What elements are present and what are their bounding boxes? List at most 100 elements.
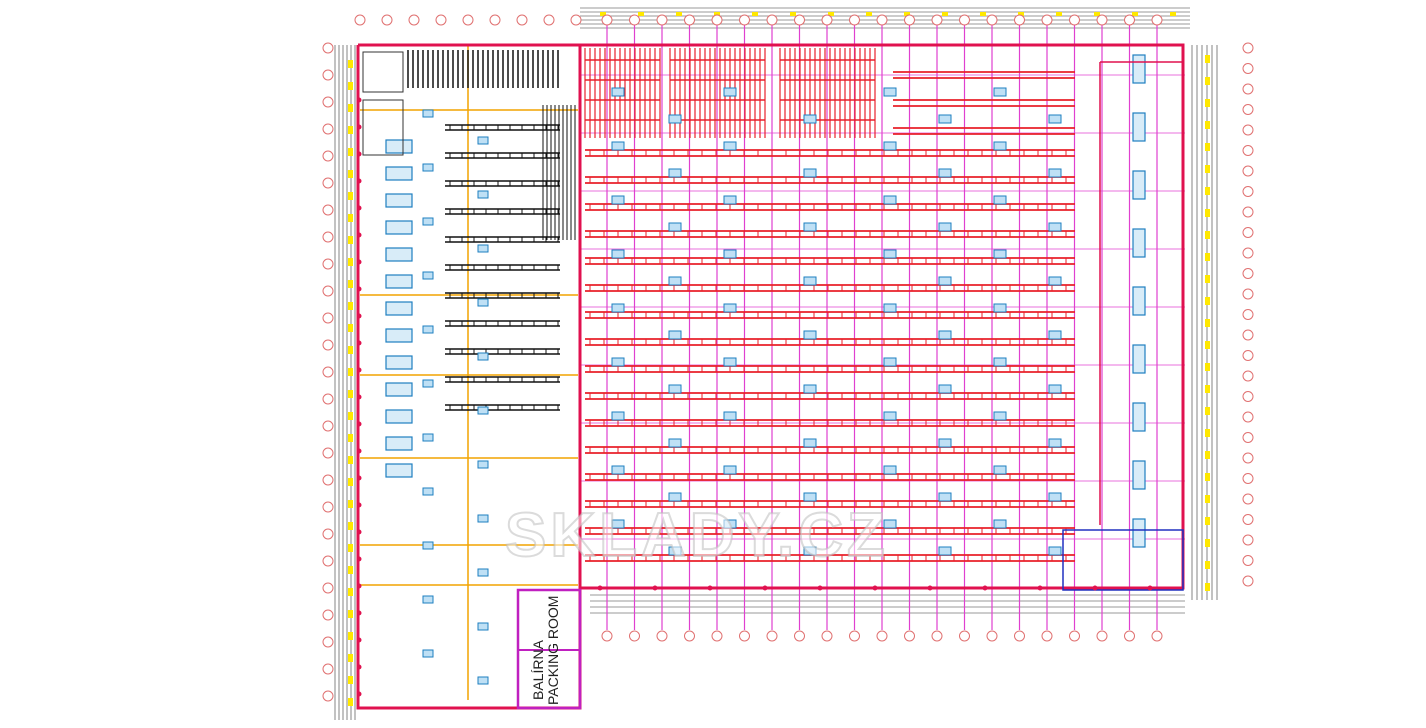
grid-axis-bubble xyxy=(322,663,334,675)
light-fixture-icon xyxy=(385,355,413,370)
grid-axis-bubble xyxy=(322,258,334,270)
highlight-mark xyxy=(1056,12,1062,16)
grid-axis-bubble xyxy=(1041,14,1053,26)
grid-axis-bubble xyxy=(821,630,833,642)
light-fixture-icon xyxy=(723,141,737,151)
light-fixture-icon xyxy=(803,330,817,340)
grid-axis-bubble xyxy=(322,231,334,243)
light-fixture-icon xyxy=(803,546,817,556)
grid-axis-bubble xyxy=(1242,83,1254,95)
grid-axis-bubble xyxy=(931,630,943,642)
light-fixture-icon xyxy=(668,222,682,232)
light-fixture-icon xyxy=(993,303,1007,313)
highlight-mark xyxy=(676,12,682,16)
light-fixture-icon xyxy=(1132,112,1146,142)
light-fixture-icon xyxy=(723,411,737,421)
grid-axis-bubble xyxy=(794,630,805,642)
light-fixture-icon xyxy=(938,276,952,286)
light-fixture-icon xyxy=(1132,286,1146,316)
grid-axis-bubble xyxy=(543,14,555,26)
light-fixture-icon xyxy=(385,166,413,181)
grid-axis-bubble xyxy=(322,339,334,351)
grid-axis-bubble xyxy=(322,393,334,405)
column xyxy=(356,691,362,697)
light-fixture-icon xyxy=(803,384,817,394)
highlight-mark xyxy=(1205,539,1210,547)
highlight-mark xyxy=(1205,77,1210,85)
grid-axis-bubble xyxy=(322,474,334,486)
grid-axis-bubble xyxy=(931,14,943,26)
light-fixture-icon xyxy=(385,382,413,397)
column xyxy=(927,585,933,591)
grid-axis-bubble xyxy=(1151,630,1163,642)
light-fixture-icon xyxy=(883,141,897,151)
highlight-mark xyxy=(348,566,353,574)
room-label-balirna: BALÍRNA xyxy=(530,640,546,700)
light-fixture-icon xyxy=(723,195,737,205)
grid-axis-bubble xyxy=(849,630,860,642)
highlight-mark xyxy=(1205,253,1210,261)
light-fixture-icon xyxy=(422,325,434,334)
light-fixture-icon xyxy=(611,141,625,151)
column xyxy=(356,232,362,238)
column xyxy=(356,124,362,130)
grid-axis-bubble xyxy=(1242,309,1254,320)
grid-axis-bubble xyxy=(959,630,970,642)
column xyxy=(356,313,362,319)
highlight-mark xyxy=(348,324,353,332)
grid-axis-bubble xyxy=(322,177,334,189)
grid-axis-bubble xyxy=(322,528,334,540)
light-fixture-icon xyxy=(422,379,434,388)
highlight-mark xyxy=(1205,187,1210,195)
highlight-mark xyxy=(1205,143,1210,151)
grid-axis-bubbles xyxy=(322,14,1254,702)
highlight-mark xyxy=(1132,12,1138,16)
grid-axis-bubble xyxy=(1242,432,1254,443)
grid-axis-bubble xyxy=(1014,630,1025,642)
grid-axis-bubble xyxy=(739,14,750,26)
grid-axis-bubble xyxy=(381,14,393,26)
highlight-mark xyxy=(1205,561,1210,569)
light-fixture-icon xyxy=(723,519,737,529)
light-fixture-icon xyxy=(385,274,413,289)
column xyxy=(356,664,362,670)
light-fixture-icon xyxy=(883,87,897,97)
light-fixture-icon xyxy=(993,249,1007,259)
highlight-mark xyxy=(1205,363,1210,371)
column xyxy=(356,610,362,616)
grid-axis-bubble xyxy=(462,14,474,26)
light-fixture-icon xyxy=(477,514,489,523)
light-fixture-icon xyxy=(803,492,817,502)
highlight-mark xyxy=(348,654,353,662)
light-fixture-icon xyxy=(611,87,625,97)
light-fixture-icon xyxy=(385,247,413,262)
grid-axis-bubble xyxy=(489,14,501,26)
highlight-mark xyxy=(348,60,353,68)
highlight-mark xyxy=(1205,473,1210,481)
column xyxy=(356,259,362,265)
light-fixture-icon xyxy=(422,217,434,226)
grid-axis-bubble xyxy=(629,630,640,642)
grid-axis-bubble xyxy=(1151,14,1163,26)
highlight-mark xyxy=(348,456,353,464)
highlight-mark xyxy=(752,12,758,16)
highlight-mark xyxy=(866,12,872,16)
light-fixture-icon xyxy=(1048,222,1062,232)
highlight-mark xyxy=(348,434,353,442)
column xyxy=(356,421,362,427)
light-fixture-icon xyxy=(938,168,952,178)
grid-axis-bubble xyxy=(516,14,528,26)
grid-axis-bubble xyxy=(656,630,668,642)
grid-axis-bubble xyxy=(656,14,668,26)
highlight-mark xyxy=(348,258,353,266)
grid-axis-bubble xyxy=(1242,391,1254,402)
highlight-mark xyxy=(348,280,353,288)
highlight-mark xyxy=(1205,231,1210,239)
structural-grid xyxy=(348,12,1210,706)
column xyxy=(356,97,362,103)
light-fixture-icon xyxy=(611,465,625,475)
light-fixture-icon xyxy=(1048,384,1062,394)
grid-axis-bubble xyxy=(821,14,833,26)
highlight-mark xyxy=(1205,297,1210,305)
light-fixture-icon xyxy=(477,190,489,199)
